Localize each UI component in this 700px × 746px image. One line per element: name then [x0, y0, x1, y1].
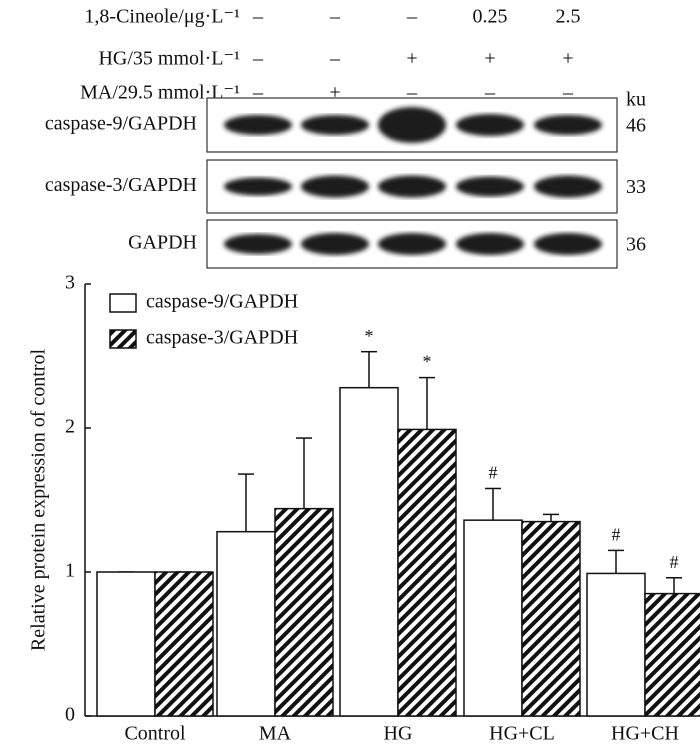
- bar: [274, 507, 334, 717]
- significance-label: #: [612, 525, 621, 545]
- bar: [521, 520, 581, 717]
- blot-panel: 1,8-Cineole/μg·L⁻¹ – – –0.25 2.5HG/35 mmol·L…: [45, 6, 646, 269]
- bar: [397, 428, 457, 717]
- x-tick-label: HG+CL: [489, 723, 555, 745]
- bar: [154, 571, 214, 717]
- significance-label: #: [670, 552, 679, 572]
- y-tick-label: 3: [65, 272, 75, 294]
- row-label: caspase-9/GAPDH: [45, 113, 197, 135]
- size-label: 33: [626, 176, 646, 198]
- y-tick-label: 0: [65, 704, 75, 726]
- bar: [339, 386, 399, 717]
- bar: [644, 592, 700, 717]
- condition-label: HG/35 mmol·L⁻¹: [98, 48, 240, 70]
- row-label: GAPDH: [128, 232, 197, 254]
- y-tick-label: 1: [65, 560, 75, 582]
- condition-label: 1,8-Cineole/μg·L⁻¹: [84, 6, 240, 28]
- bar: [216, 530, 276, 717]
- band: [224, 177, 292, 196]
- condition-value: –: [329, 6, 341, 28]
- size-label: 36: [626, 234, 646, 256]
- unit-label: ku: [626, 89, 646, 111]
- condition-value: –: [252, 48, 264, 70]
- condition-value: 0.25: [473, 6, 508, 28]
- condition-value: +: [406, 48, 417, 70]
- band: [378, 233, 446, 255]
- band: [456, 114, 524, 136]
- band: [456, 176, 524, 197]
- band: [378, 175, 446, 198]
- bar-chart: 0 1 2 3 Relative protein expression of contr…: [28, 272, 700, 745]
- band: [224, 234, 292, 254]
- band: [534, 233, 602, 255]
- significance-label: *: [365, 326, 374, 346]
- condition-value: +: [484, 48, 495, 70]
- band: [301, 233, 369, 255]
- legend-label: caspase-9/GAPDH: [146, 291, 298, 313]
- legend-label: caspase-3/GAPDH: [146, 327, 298, 349]
- condition-value: 2.5: [556, 6, 581, 28]
- row-label: caspase-3/GAPDH: [45, 174, 197, 196]
- x-tick-label: MA: [259, 723, 292, 745]
- y-axis-label: Relative protein expression of control: [28, 348, 50, 651]
- size-label: 46: [626, 115, 646, 137]
- y-tick-label: 2: [65, 416, 75, 438]
- legend-swatch: [109, 329, 137, 349]
- band: [534, 175, 602, 198]
- condition-value: –: [329, 48, 341, 70]
- condition-label: MA/29.5 mmol·L⁻¹: [80, 82, 240, 104]
- x-tick-label: HG: [384, 723, 413, 745]
- condition-value: +: [329, 82, 340, 104]
- bar: [96, 571, 156, 717]
- x-tick-label: HG+CH: [611, 723, 679, 745]
- band: [456, 233, 524, 255]
- condition-value: +: [562, 48, 573, 70]
- band: [301, 115, 369, 135]
- bar: [586, 572, 646, 717]
- condition-value: –: [252, 6, 264, 28]
- condition-value: –: [406, 6, 418, 28]
- band: [534, 115, 602, 135]
- band: [378, 107, 446, 143]
- bar: [463, 519, 523, 717]
- legend-swatch: [109, 293, 137, 313]
- significance-label: *: [423, 352, 432, 372]
- band: [301, 175, 369, 198]
- x-tick-label: Control: [124, 723, 186, 745]
- significance-label: #: [489, 463, 498, 483]
- band: [224, 115, 292, 135]
